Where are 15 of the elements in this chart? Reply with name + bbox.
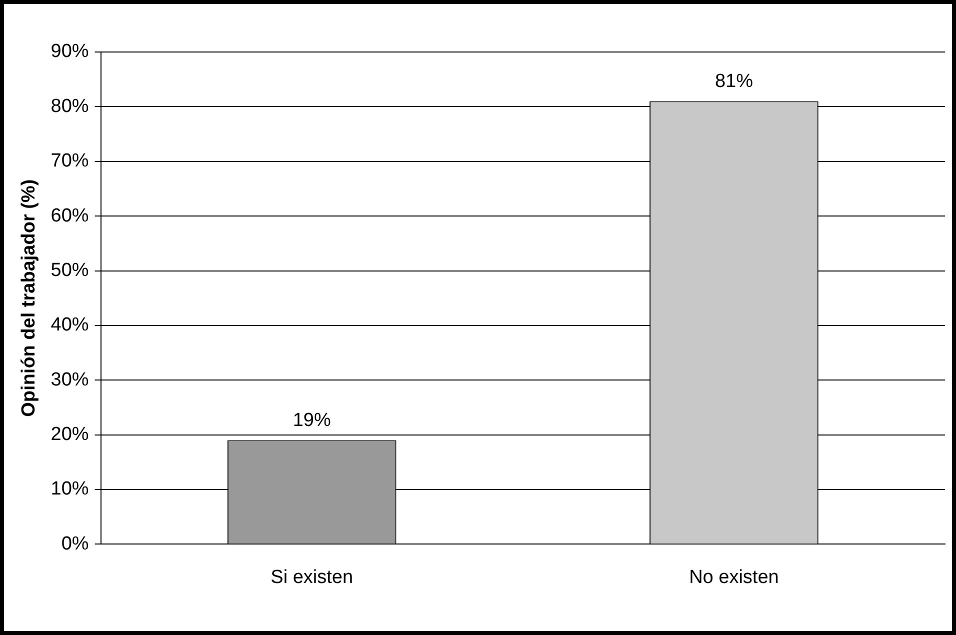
y-tick-label: 80% bbox=[50, 96, 89, 117]
y-axis-title: Opinión del trabajador (%) bbox=[18, 179, 40, 417]
y-tick-label: 90% bbox=[50, 41, 89, 62]
x-tick-label: Si existen bbox=[270, 566, 354, 588]
data-label: 19% bbox=[292, 410, 331, 432]
y-tick-label: 30% bbox=[50, 369, 89, 390]
y-tick-label: 40% bbox=[50, 314, 89, 336]
y-tick-label: 70% bbox=[50, 150, 89, 172]
data-label: 81% bbox=[714, 70, 754, 92]
y-tick-label: 10% bbox=[50, 478, 89, 500]
y-tick-label: 20% bbox=[50, 424, 89, 446]
y-tick-label: 0% bbox=[61, 533, 89, 554]
y-tick-label: 60% bbox=[50, 205, 89, 226]
x-tick-label: No existen bbox=[689, 566, 779, 588]
y-tick-label: 50% bbox=[50, 260, 89, 281]
